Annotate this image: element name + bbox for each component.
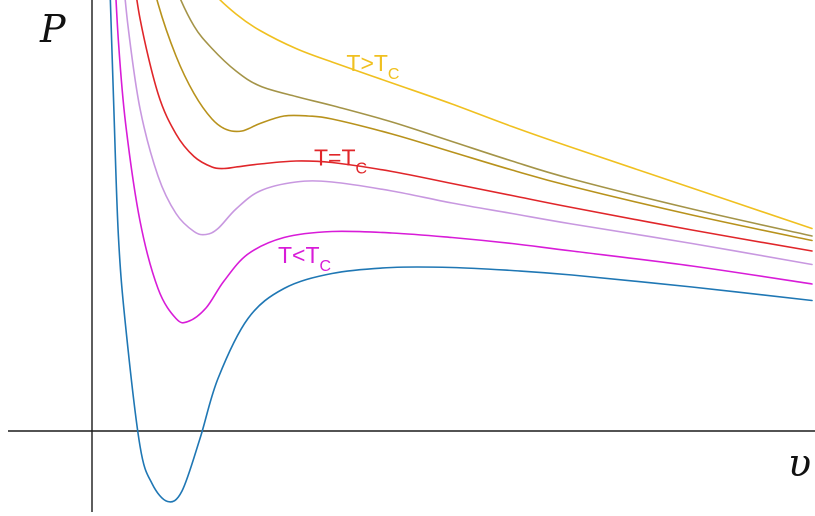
isotherm-curve-1 bbox=[109, 0, 813, 503]
y-axis-label: P bbox=[39, 7, 67, 51]
curve-label-main: T>T bbox=[346, 50, 388, 76]
curve-label-main: T<T bbox=[278, 242, 320, 268]
curve-label-subscript: C bbox=[356, 161, 368, 178]
x-axis-label: υ bbox=[788, 441, 811, 485]
curve-label-subscript: C bbox=[320, 258, 332, 275]
isotherm-curve-5 bbox=[156, 0, 813, 242]
curve-labels: T>TCT=TCT<TC bbox=[278, 50, 399, 275]
curve-label-main: T=T bbox=[314, 145, 356, 171]
isotherm-curve-3 bbox=[124, 0, 813, 266]
label-t-greater-tc: T>TC bbox=[346, 50, 399, 83]
isotherm-curve-7 bbox=[219, 0, 813, 230]
isotherm-curve-2 bbox=[115, 0, 813, 324]
isotherm-curve-6 bbox=[179, 0, 813, 237]
isotherm-curve-4 bbox=[136, 0, 813, 252]
isotherm-curves bbox=[109, 0, 813, 503]
label-t-equal-tc: T=TC bbox=[314, 145, 367, 178]
curve-label-subscript: C bbox=[388, 66, 400, 83]
label-t-less-tc: T<TC bbox=[278, 242, 331, 275]
